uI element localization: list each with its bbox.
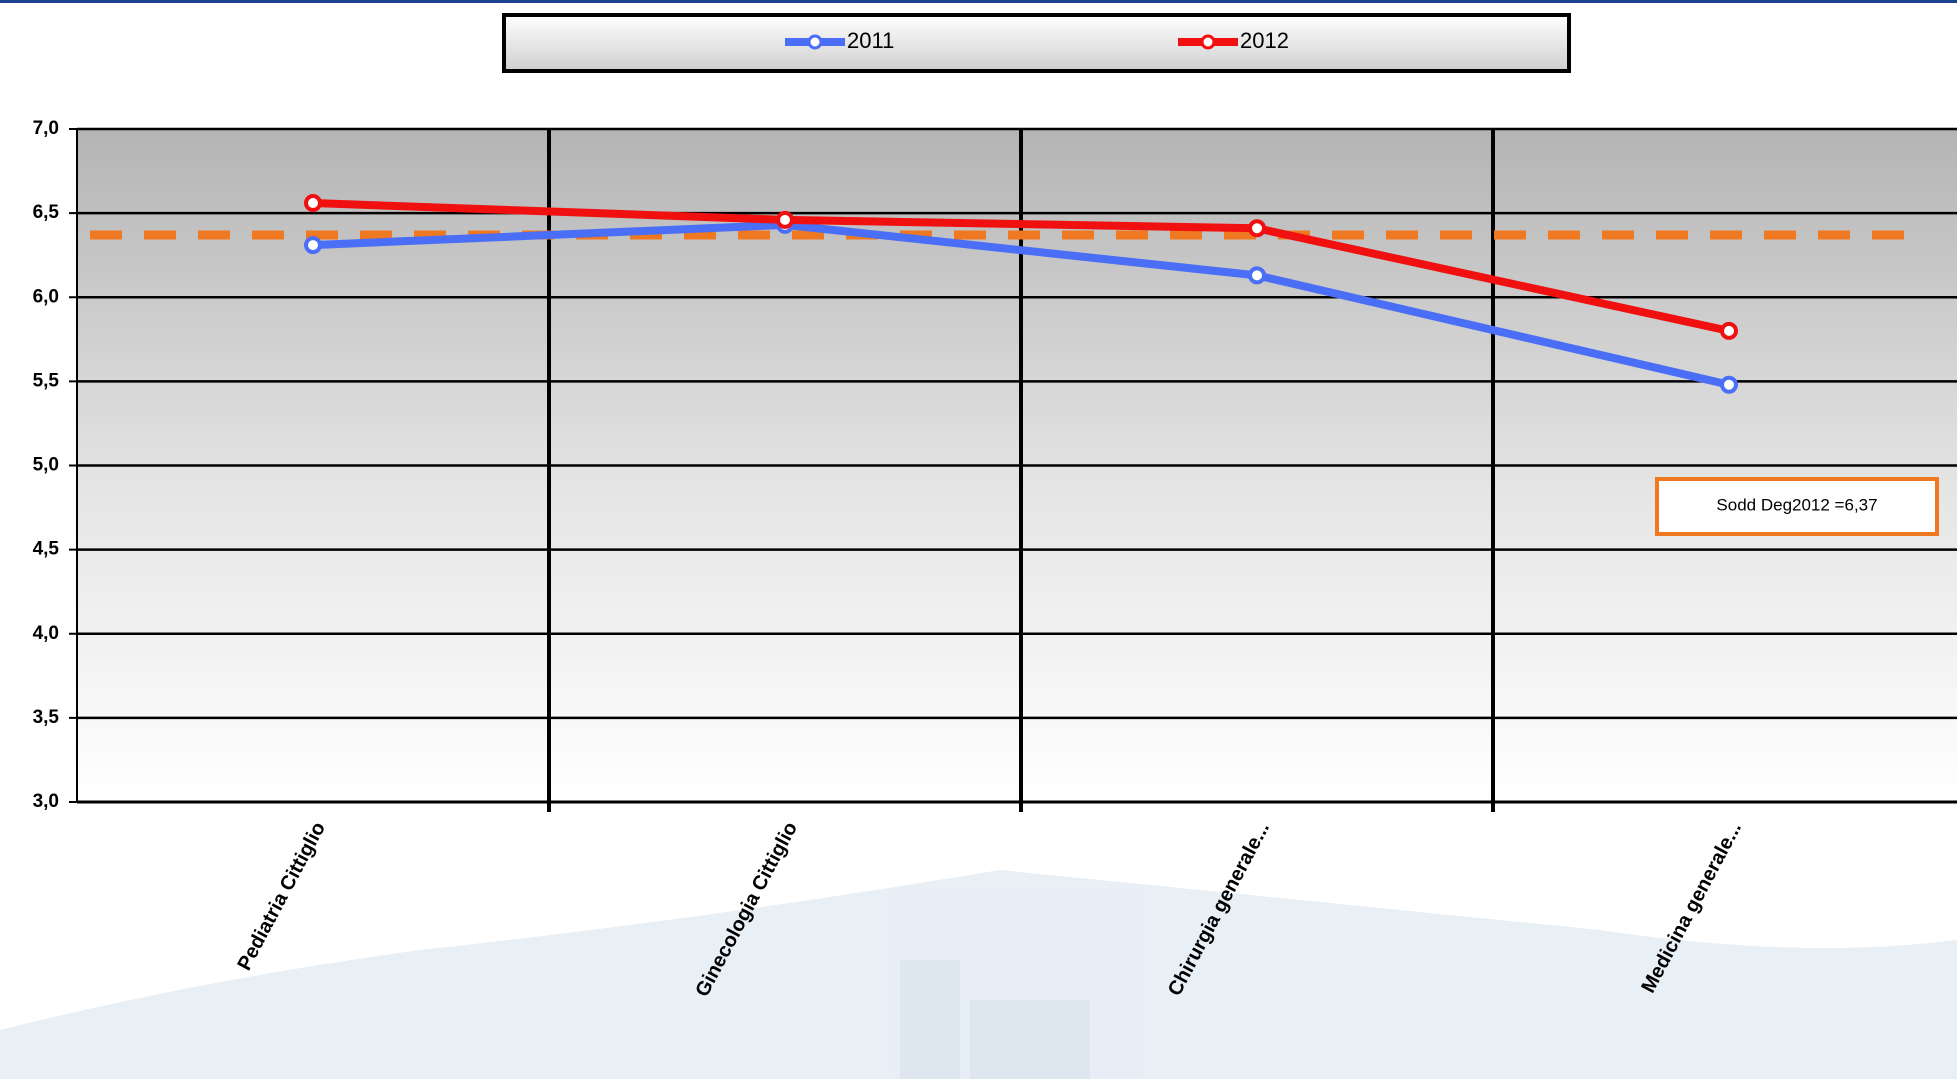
y-tick-label: 4,0 bbox=[33, 623, 59, 644]
series-line bbox=[312, 199, 1730, 335]
data-point bbox=[1248, 219, 1266, 238]
legend-label: 2011 bbox=[847, 28, 894, 53]
y-tick-label: 4,5 bbox=[33, 539, 60, 560]
legend-marker bbox=[807, 34, 823, 50]
x-tick-label: Pediatria Cittiglio bbox=[233, 818, 330, 974]
data-point bbox=[304, 236, 322, 255]
data-point bbox=[1248, 266, 1266, 285]
watermark bbox=[0, 870, 1957, 1079]
data-point bbox=[1720, 375, 1738, 394]
y-tick-label: 6,5 bbox=[33, 202, 60, 223]
y-tick-label: 5,5 bbox=[33, 370, 60, 391]
series-line bbox=[312, 220, 1730, 389]
legend bbox=[502, 13, 1571, 73]
y-tick-label: 3,0 bbox=[33, 791, 59, 812]
y-tick-label: 6,0 bbox=[33, 286, 59, 307]
top-bar bbox=[0, 0, 1957, 3]
y-tick-label: 5,0 bbox=[33, 455, 59, 476]
y-tick-label: 3,5 bbox=[33, 707, 60, 728]
legend-marker bbox=[1200, 34, 1216, 50]
data-point bbox=[1720, 321, 1738, 340]
data-point bbox=[304, 194, 322, 213]
annotation: Sodd Deg2012 =6,37 bbox=[1716, 495, 1877, 514]
y-tick-label: 7,0 bbox=[33, 118, 59, 139]
annotation-box bbox=[1655, 477, 1939, 536]
data-point bbox=[776, 210, 794, 229]
legend-label: 2012 bbox=[1240, 28, 1289, 53]
